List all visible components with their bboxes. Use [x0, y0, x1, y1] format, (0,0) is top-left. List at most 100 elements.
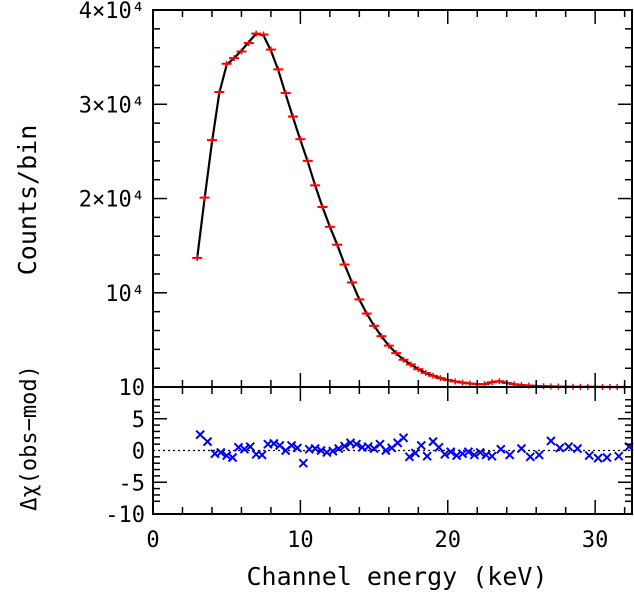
residual-cross-b [504, 450, 515, 460]
residual-cross-b [398, 433, 409, 443]
data-point [288, 113, 299, 120]
data-point [494, 378, 505, 385]
data-point [324, 223, 335, 230]
residual-point [292, 443, 303, 453]
data-point [354, 296, 365, 303]
residual-point [516, 443, 527, 454]
residual-point [440, 449, 450, 460]
data-points-layer [192, 30, 630, 391]
residual-point [381, 445, 391, 456]
residual-cross-b [572, 443, 583, 454]
residual-point [422, 451, 432, 461]
y-tick-label: 5 [132, 408, 145, 433]
data-point [295, 136, 306, 143]
residual-point [496, 444, 506, 454]
residual-point [469, 450, 480, 460]
residual-point [286, 440, 297, 451]
residual-cross-b [369, 443, 379, 454]
residual-point [416, 440, 426, 451]
x-tick-label: 30 [582, 528, 609, 553]
spectrum-panel: 10⁴ 2×10⁴ 3×10⁴ 4×10⁴ 10 Counts/bin [13, 0, 633, 401]
residual-cross-b [404, 452, 415, 462]
residual-point [463, 447, 474, 457]
residual-cross-b [451, 450, 462, 461]
residual-cross-b [351, 439, 362, 449]
residual-point [546, 436, 556, 446]
data-point [376, 333, 387, 340]
residual-point [614, 451, 624, 461]
y-tick-label: 10 [119, 376, 146, 401]
data-point [265, 46, 276, 53]
residual-point [584, 450, 594, 461]
y-tick-label: -10 [105, 503, 145, 528]
data-point [346, 279, 357, 286]
residual-point [504, 450, 515, 460]
residual-point [339, 441, 350, 451]
residual-x-ticks [181, 387, 626, 514]
residual-cross-b [584, 450, 594, 461]
y-tick-label: -5 [119, 471, 146, 496]
residual-cross-b [463, 447, 474, 457]
residual-cross-b [210, 448, 220, 459]
residual-point [257, 450, 267, 460]
residual-cross-b [546, 436, 556, 446]
x-tick-label: 10 [287, 528, 314, 553]
residual-cross-b [602, 452, 612, 463]
residual-cross-b [446, 447, 456, 457]
y-tick-label: 2×10⁴ [79, 188, 145, 213]
data-point [450, 378, 461, 385]
data-point [405, 361, 416, 368]
residual-y-axis-label: Δχ(obs−mod) [17, 365, 42, 511]
residual-point [487, 451, 497, 461]
x-axis-label: Channel energy (keV) [246, 562, 547, 591]
model-curve [196, 32, 625, 389]
residual-cross-b [440, 449, 450, 460]
residual-cross-b [422, 451, 432, 461]
data-point [236, 48, 247, 55]
residual-cross-b [339, 441, 350, 451]
residual-cross-b [496, 444, 506, 454]
residual-point [525, 452, 536, 462]
spectrum-y-ticks: 10⁴ 2×10⁴ 3×10⁴ 4×10⁴ 10 [79, 0, 632, 401]
residual-cross-b [563, 441, 574, 452]
data-point [391, 350, 402, 357]
residual-cross-b [516, 443, 527, 454]
residual-cross-b [475, 447, 485, 458]
data-point [258, 31, 269, 38]
residual-point [534, 450, 544, 460]
residual-cross-b [381, 445, 391, 456]
data-point [420, 369, 431, 376]
residual-cross-b [292, 443, 303, 453]
spectrum-y-axis-label: Counts/bin [13, 125, 42, 276]
residual-cross-b [239, 444, 250, 454]
residual-points-layer [195, 429, 634, 468]
data-point [428, 372, 439, 379]
residual-cross-b [614, 451, 624, 461]
y-tick-label: 4×10⁴ [79, 0, 145, 24]
data-point [435, 375, 446, 382]
data-point [361, 310, 372, 317]
data-point [229, 55, 240, 62]
residual-cross-b [410, 448, 421, 458]
x-tick-labels: 0 10 20 30 [146, 528, 608, 553]
residual-cross-b [487, 451, 497, 461]
residual-cross-b [286, 440, 297, 451]
data-point [192, 254, 203, 261]
data-point [398, 356, 409, 363]
residual-cross-b [428, 436, 438, 447]
y-tick-label: 10⁴ [105, 282, 145, 307]
residual-cross-b [322, 447, 332, 458]
residual-cross-b [202, 436, 213, 447]
spectrum-x-ticks [181, 10, 626, 387]
residual-cross-b [555, 443, 565, 453]
residual-cross-b [534, 450, 544, 460]
data-point [206, 137, 217, 144]
residual-point [202, 436, 213, 447]
residual-cross-b [457, 448, 468, 459]
data-point [199, 194, 210, 201]
residual-point [298, 458, 309, 468]
residual-y-ticks: -10 -5 0 5 [105, 398, 632, 528]
residuals-panel: -10 -5 0 5 Δχ(obs−mod) [17, 365, 634, 528]
residual-point [398, 433, 409, 443]
